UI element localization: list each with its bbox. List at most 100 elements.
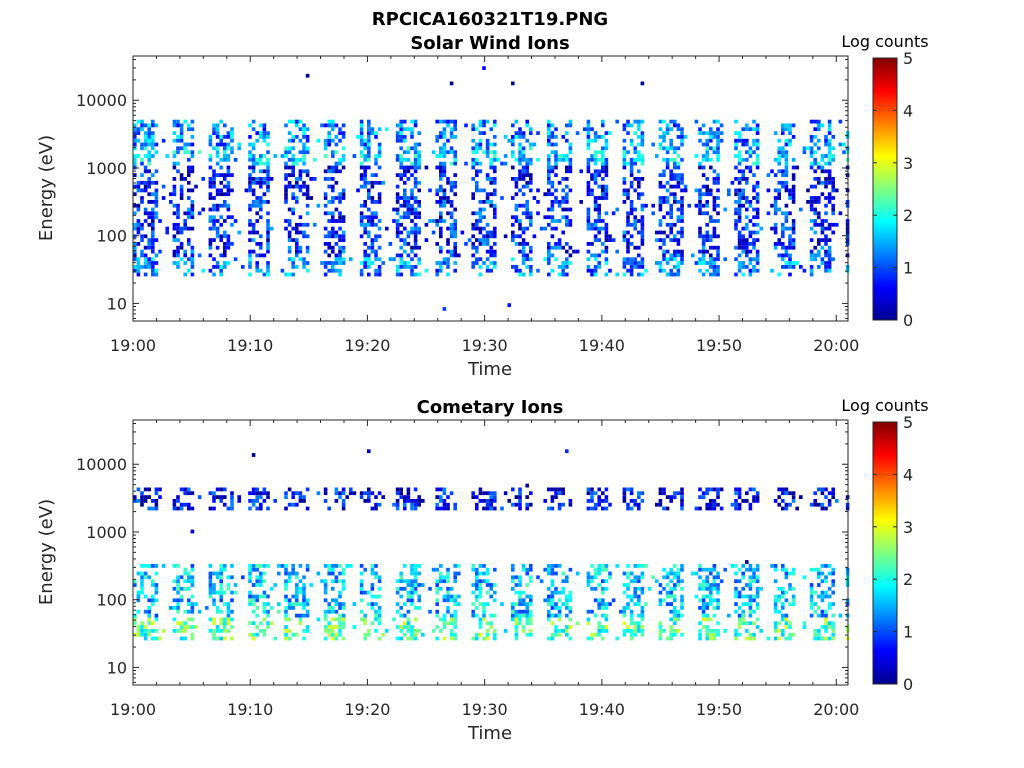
heatmap-cell bbox=[547, 602, 551, 606]
heatmap-cell bbox=[665, 272, 670, 277]
heatmap-cell bbox=[295, 590, 299, 595]
heatmap-cell bbox=[590, 268, 594, 273]
heatmap-cell bbox=[791, 594, 796, 599]
heatmap-cell bbox=[536, 157, 540, 162]
heatmap-cell bbox=[223, 253, 227, 258]
heatmap-cell bbox=[781, 169, 785, 174]
heatmap-cell bbox=[676, 617, 681, 622]
heatmap-cell bbox=[212, 499, 216, 503]
heatmap-cell bbox=[485, 222, 490, 227]
heatmap-cell bbox=[403, 138, 407, 143]
heatmap-cell bbox=[424, 222, 429, 227]
heatmap-cell bbox=[395, 154, 400, 158]
heatmap-cell bbox=[266, 506, 270, 511]
heatmap-cell bbox=[658, 598, 663, 603]
heatmap-cell bbox=[640, 242, 645, 246]
heatmap-cell bbox=[781, 506, 785, 511]
heatmap-cell bbox=[230, 188, 234, 193]
heatmap-cell bbox=[133, 138, 137, 143]
heatmap-cell bbox=[741, 127, 745, 132]
heatmap-cell bbox=[734, 165, 738, 170]
heatmap-cell bbox=[741, 226, 745, 231]
heatmap-cell bbox=[698, 268, 702, 273]
heatmap-cell bbox=[809, 154, 814, 158]
heatmap-cells bbox=[133, 449, 850, 641]
heatmap-cell bbox=[529, 564, 533, 568]
heatmap-cell bbox=[737, 261, 742, 265]
heatmap-cell bbox=[212, 127, 216, 132]
heatmap-cell bbox=[439, 219, 443, 223]
heatmap-cell bbox=[208, 192, 213, 197]
heatmap-cell bbox=[237, 230, 241, 235]
heatmap-cell bbox=[179, 230, 184, 235]
heatmap-cell bbox=[500, 602, 504, 606]
heatmap-cell bbox=[593, 257, 598, 262]
heatmap-cell bbox=[554, 157, 558, 162]
heatmap-cell bbox=[179, 594, 184, 599]
heatmap-cell bbox=[406, 594, 411, 599]
heatmap-cell bbox=[133, 142, 137, 147]
heatmap-cell bbox=[734, 154, 738, 158]
heatmap-cell bbox=[655, 502, 659, 507]
heatmap-cell bbox=[431, 219, 436, 223]
heatmap-cell bbox=[367, 491, 371, 496]
heatmap-cell bbox=[212, 272, 216, 277]
heatmap-cell bbox=[143, 169, 148, 174]
heatmap-cell bbox=[475, 567, 479, 572]
heatmap-cell bbox=[529, 265, 533, 269]
heatmap-cell bbox=[482, 123, 486, 128]
heatmap-cell bbox=[680, 579, 684, 584]
heatmap-cell bbox=[827, 499, 832, 503]
heatmap-cell bbox=[701, 238, 706, 242]
heatmap-cell bbox=[277, 609, 281, 614]
heatmap-cell bbox=[334, 219, 339, 223]
heatmap-cell bbox=[374, 215, 378, 220]
heatmap-cell bbox=[827, 161, 832, 166]
heatmap-cell bbox=[651, 211, 655, 216]
heatmap-cell bbox=[669, 609, 673, 614]
heatmap-cell bbox=[719, 579, 724, 584]
heatmap-cell bbox=[251, 169, 256, 174]
heatmap-cell bbox=[341, 567, 346, 572]
heatmap-cell bbox=[446, 242, 450, 246]
heatmap-cell bbox=[187, 602, 191, 606]
heatmap-cell bbox=[176, 119, 180, 124]
heatmap-cell bbox=[219, 621, 223, 626]
heatmap-cell bbox=[475, 502, 479, 507]
heatmap-cell bbox=[367, 234, 371, 239]
heatmap-cell bbox=[705, 200, 709, 204]
heatmap-cell bbox=[341, 154, 346, 158]
heatmap-cell bbox=[410, 636, 414, 641]
heatmap-cell bbox=[734, 226, 738, 231]
heatmap-cell bbox=[215, 636, 220, 641]
heatmap-cell bbox=[601, 192, 605, 197]
heatmap-cell bbox=[827, 177, 832, 181]
heatmap-cell bbox=[557, 245, 562, 250]
heatmap-cell bbox=[601, 188, 605, 193]
heatmap-cell bbox=[590, 272, 594, 277]
heatmap-cell bbox=[338, 238, 342, 242]
panel-title: Cometary Ions bbox=[417, 397, 564, 418]
heatmap-cell bbox=[277, 564, 281, 568]
heatmap-cell bbox=[482, 234, 486, 239]
heatmap-cell bbox=[669, 253, 673, 258]
heatmap-cell bbox=[370, 245, 375, 250]
heatmap-cell bbox=[208, 226, 213, 231]
heatmap-cell bbox=[136, 180, 141, 185]
heatmap-cell bbox=[212, 629, 216, 633]
heatmap-cell bbox=[568, 609, 573, 614]
heatmap-cell bbox=[399, 272, 403, 277]
heatmap-cell bbox=[788, 272, 792, 277]
heatmap-cell bbox=[669, 138, 673, 143]
heatmap-cell bbox=[262, 609, 267, 614]
heatmap-cell bbox=[752, 268, 756, 273]
heatmap-cell bbox=[377, 491, 382, 496]
heatmap-cell bbox=[280, 154, 285, 158]
heatmap-cell bbox=[453, 249, 457, 254]
heatmap-cell bbox=[622, 257, 627, 262]
heatmap-cell bbox=[482, 188, 486, 193]
heatmap-cell bbox=[359, 211, 364, 216]
heatmap-cell bbox=[514, 268, 519, 273]
heatmap-cell bbox=[226, 575, 231, 580]
heatmap-cell bbox=[367, 222, 371, 227]
